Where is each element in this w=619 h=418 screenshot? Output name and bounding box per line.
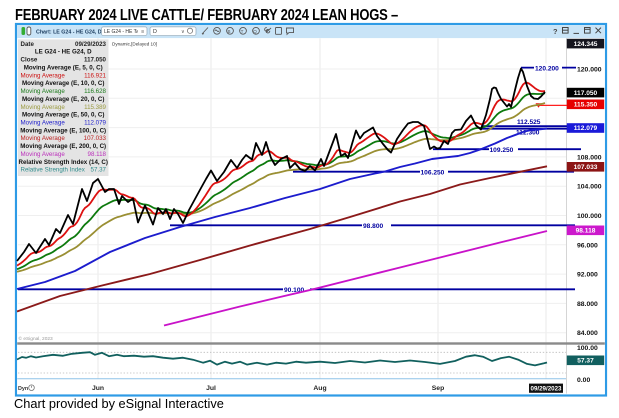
svg-text:?: ?: [553, 27, 558, 36]
svg-text:Moving Average: Moving Average: [21, 135, 66, 142]
svg-text:115.350: 115.350: [574, 102, 598, 109]
svg-text:107.033: 107.033: [84, 135, 107, 142]
svg-text:0.00: 0.00: [577, 377, 590, 384]
svg-text:57.37: 57.37: [91, 167, 107, 174]
svg-text:104.000: 104.000: [577, 184, 602, 191]
svg-text:Sep: Sep: [432, 385, 444, 392]
svg-text:≡: ≡: [141, 29, 144, 35]
svg-text:112.079: 112.079: [574, 125, 598, 132]
svg-text:D: D: [153, 29, 157, 35]
svg-text:T: T: [241, 29, 244, 34]
svg-text:90.100: 90.100: [284, 287, 305, 294]
svg-text:Relative Strength Index (14, C: Relative Strength Index (14, C): [18, 159, 107, 166]
svg-text:Moving Average: Moving Average: [21, 88, 66, 95]
svg-text:09/29/2023: 09/29/2023: [531, 386, 563, 393]
svg-text:124.345: 124.345: [574, 41, 598, 48]
svg-text:98.118: 98.118: [88, 151, 107, 158]
svg-text:112.525: 112.525: [517, 119, 541, 126]
svg-text:117.050: 117.050: [84, 57, 107, 64]
svg-text:Dynamic,[Delayed 10]: Dynamic,[Delayed 10]: [112, 42, 157, 47]
svg-text:Jul: Jul: [206, 385, 216, 392]
svg-text:∨: ∨: [181, 29, 185, 35]
svg-text:116.921: 116.921: [84, 72, 106, 79]
svg-text:Q: Q: [253, 29, 257, 34]
svg-text:Close: Close: [21, 57, 38, 64]
svg-text:Moving Average (E, 20, 0, C): Moving Average (E, 20, 0, C): [22, 96, 104, 103]
svg-text:115.389: 115.389: [84, 104, 106, 111]
svg-text:09/29/2023: 09/29/2023: [75, 41, 107, 48]
svg-text:LE G24 - HE G24, D: LE G24 - HE G24, D: [35, 49, 92, 56]
svg-text:98.118: 98.118: [576, 228, 596, 235]
svg-text:117.050: 117.050: [574, 90, 598, 97]
svg-text:107.033: 107.033: [574, 164, 598, 171]
svg-text:Moving Average: Moving Average: [21, 72, 66, 79]
svg-text:Moving Average (E, 200, 0, C): Moving Average (E, 200, 0, C): [20, 143, 106, 150]
svg-text:108.000: 108.000: [577, 154, 602, 161]
svg-text:B: B: [227, 29, 230, 34]
svg-text:57.37: 57.37: [577, 358, 594, 365]
svg-text:100.000: 100.000: [577, 213, 602, 220]
svg-text:112.300: 112.300: [516, 130, 540, 137]
svg-text:Chart: LE G24 - HE G24, D: Chart: LE G24 - HE G24, D: [36, 30, 102, 36]
svg-text:Jun: Jun: [92, 385, 104, 392]
svg-text:84.000: 84.000: [577, 330, 598, 337]
svg-text:Date: Date: [21, 41, 35, 48]
svg-text:120.200: 120.200: [535, 65, 559, 72]
svg-text:∨: ∨: [135, 29, 139, 35]
svg-text:Moving Average: Moving Average: [21, 104, 66, 111]
svg-text:LE G24 - HE T: LE G24 - HE T: [104, 29, 137, 35]
svg-text:120.000: 120.000: [577, 67, 602, 74]
svg-text:Moving Average: Moving Average: [21, 120, 66, 127]
svg-text:Moving Average (E, 100, 0, C): Moving Average (E, 100, 0, C): [20, 127, 106, 134]
svg-text:106.250: 106.250: [421, 169, 445, 176]
svg-text:Moving Average (E, 50, 0, C): Moving Average (E, 50, 0, C): [22, 112, 104, 119]
svg-text:Dyn: Dyn: [18, 386, 28, 392]
svg-text:98.800: 98.800: [363, 223, 384, 230]
svg-text:Moving Average (E, 10, 0, C): Moving Average (E, 10, 0, C): [22, 80, 104, 87]
svg-text:Aug: Aug: [313, 385, 326, 392]
svg-text:92.000: 92.000: [577, 272, 598, 279]
svg-text:116.628: 116.628: [84, 88, 106, 95]
svg-text:100.00: 100.00: [577, 345, 598, 352]
svg-text:Relative Strength Index: Relative Strength Index: [21, 167, 86, 174]
svg-text:Moving Average: Moving Average: [21, 151, 66, 158]
svg-text:Moving Average (E, 5, 0, C): Moving Average (E, 5, 0, C): [24, 64, 103, 71]
svg-text:112.079: 112.079: [84, 120, 106, 127]
svg-text:96.000: 96.000: [577, 242, 598, 249]
svg-text:© eSignal, 2023: © eSignal, 2023: [19, 335, 54, 342]
svg-text:88.000: 88.000: [577, 301, 598, 308]
svg-text:109.250: 109.250: [490, 147, 514, 154]
